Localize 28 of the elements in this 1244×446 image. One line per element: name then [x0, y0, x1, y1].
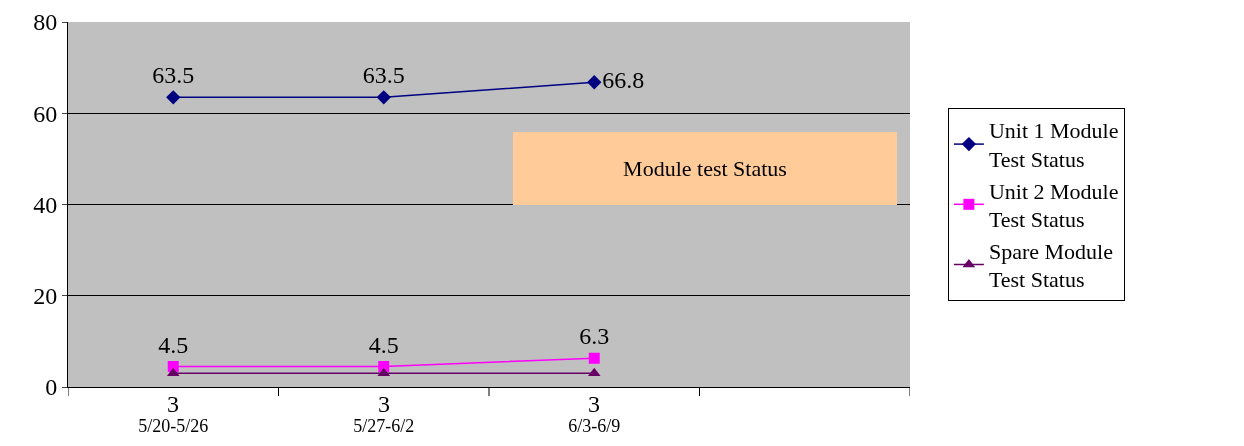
data-label: 6.3	[579, 323, 610, 350]
point	[377, 367, 391, 377]
y-tick-label: 60	[33, 100, 58, 127]
x-tick-label: 6/3-6/9	[568, 415, 621, 436]
y-tick-label: 20	[33, 283, 58, 310]
y-tick-label: 40	[33, 191, 58, 218]
point	[166, 367, 180, 377]
legend-label: Unit 1 Module Test Status	[988, 118, 1119, 172]
x-tick-label: 5/27-6/2	[353, 415, 415, 436]
data-label: 3	[378, 391, 390, 417]
data-label: 4.5	[368, 331, 399, 358]
point	[166, 90, 181, 105]
data-label: 3	[167, 391, 179, 417]
caption-box: Module test Status	[513, 132, 897, 205]
data-label: 63.5	[362, 62, 405, 89]
point	[587, 75, 602, 90]
data-label: 4.5	[158, 331, 189, 358]
y-tick-label: 0	[45, 374, 58, 401]
point	[587, 367, 601, 377]
data-label: 3	[588, 391, 600, 417]
legend-label: Unit 2 Module Test Status	[988, 178, 1119, 233]
y-tick-label: 80	[33, 9, 58, 36]
data-label: 63.5	[152, 62, 195, 89]
legend-label: Spare Module Test Status	[988, 238, 1113, 293]
point	[376, 90, 391, 105]
x-tick-label: 5/20-5/26	[138, 415, 209, 436]
point	[588, 352, 600, 364]
data-label: 66.8	[602, 67, 645, 94]
